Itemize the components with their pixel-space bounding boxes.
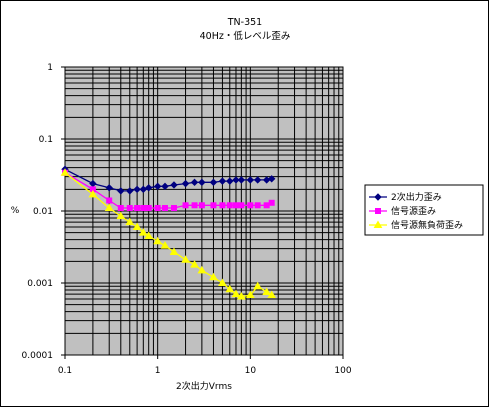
data-point xyxy=(236,291,246,300)
data-point xyxy=(262,287,272,295)
data-point xyxy=(232,176,240,184)
data-point xyxy=(170,205,177,212)
data-point xyxy=(247,202,254,209)
data-point xyxy=(198,202,205,209)
legend-label: 2次出力歪み xyxy=(391,191,442,203)
data-point xyxy=(134,205,141,212)
series-group xyxy=(62,169,275,212)
data-point xyxy=(126,205,133,212)
data-point xyxy=(145,205,152,212)
data-point xyxy=(162,205,169,212)
y-axis-label: % xyxy=(11,206,20,216)
x-axis-label: 2次出力Vrms xyxy=(176,380,232,392)
legend-item: 信号源無負荷歪み xyxy=(369,219,463,231)
data-point xyxy=(191,202,198,209)
series-group xyxy=(61,165,276,195)
data-point xyxy=(140,205,147,212)
data-point xyxy=(373,220,383,228)
data-point xyxy=(181,255,190,263)
data-point xyxy=(245,290,255,299)
data-point xyxy=(219,202,226,209)
data-point xyxy=(117,205,124,212)
x-tick-label: 10 xyxy=(245,366,257,376)
y-tick-label: 1 xyxy=(47,63,53,73)
data-point xyxy=(154,205,161,212)
data-point xyxy=(218,278,227,286)
data-point xyxy=(132,222,142,230)
data-point xyxy=(105,184,113,192)
legend-item: 2次出力歪み xyxy=(369,191,442,203)
data-point xyxy=(253,281,263,290)
data-point xyxy=(144,184,153,192)
data-point xyxy=(182,202,189,209)
data-point xyxy=(263,202,270,209)
data-point xyxy=(238,202,245,209)
data-point xyxy=(106,197,113,204)
data-point xyxy=(268,199,275,206)
x-tick-label: 100 xyxy=(334,366,351,376)
data-point xyxy=(253,176,262,184)
legend-label: 信号源無負荷歪み xyxy=(391,219,463,231)
data-point xyxy=(104,203,114,212)
data-point xyxy=(60,168,70,176)
chart-subtitle: 40Hz・低レベル歪み xyxy=(200,30,291,42)
data-point xyxy=(210,202,217,209)
data-point xyxy=(117,187,125,195)
data-point xyxy=(218,177,227,185)
data-point xyxy=(170,181,178,189)
legend-label: 信号源歪み xyxy=(391,205,436,217)
data-point xyxy=(144,231,154,239)
data-point xyxy=(169,247,179,255)
y-tick-label: 0.001 xyxy=(27,279,53,289)
data-point xyxy=(374,193,382,201)
y-tick-label: 0.1 xyxy=(39,135,53,145)
data-point xyxy=(138,228,148,236)
grid-lines xyxy=(65,67,343,355)
data-point xyxy=(254,202,261,209)
series-layer xyxy=(60,165,277,300)
series-group xyxy=(60,168,277,300)
data-point xyxy=(161,182,169,191)
y-tick-label: 0.0001 xyxy=(22,351,54,361)
data-point xyxy=(160,241,170,249)
data-point xyxy=(226,202,233,209)
x-tick-label: 0.1 xyxy=(58,366,72,376)
data-point xyxy=(88,189,98,198)
data-point xyxy=(153,236,163,245)
data-point xyxy=(246,176,255,184)
data-point xyxy=(116,211,126,220)
data-point xyxy=(267,290,277,299)
data-point xyxy=(226,177,234,185)
data-point xyxy=(190,260,199,268)
x-tick-label: 1 xyxy=(155,366,161,376)
data-point xyxy=(231,289,241,298)
data-point xyxy=(225,284,235,293)
y-tick-label: 0.01 xyxy=(33,207,53,217)
data-point xyxy=(232,202,239,209)
data-point xyxy=(237,176,246,184)
data-point xyxy=(198,178,206,187)
data-point xyxy=(181,179,190,188)
data-point xyxy=(190,178,199,187)
data-point xyxy=(139,185,148,194)
data-point xyxy=(267,175,276,183)
data-point xyxy=(209,272,218,281)
data-point xyxy=(375,208,381,214)
data-point xyxy=(125,217,135,226)
data-point xyxy=(209,178,218,187)
legend-item: 信号源歪み xyxy=(369,205,436,217)
data-point xyxy=(133,185,141,194)
data-point xyxy=(197,265,207,274)
data-point xyxy=(153,182,162,191)
data-point xyxy=(126,187,134,195)
legend-box xyxy=(364,184,484,236)
chart-title: TN-351 xyxy=(227,17,262,28)
axis-ticks: 0.1 1 10 100 1 0.1 0.01 0.001 0.0001 xyxy=(22,63,352,376)
